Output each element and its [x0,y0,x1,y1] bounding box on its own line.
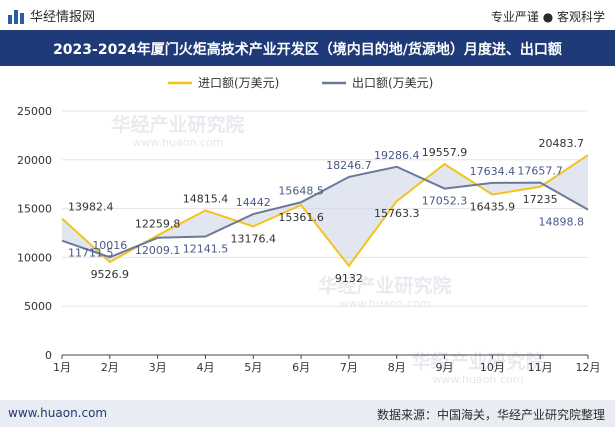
header-bar: 华经情报网 专业严谨 ● 客观科学 [0,0,615,30]
export-data-label: 17657.7 [517,165,563,178]
export-data-label: 12009.1 [135,244,181,257]
brand[interactable]: 华经情报网 [8,6,95,25]
y-tick-label: 20000 [17,154,52,167]
import-data-label: 15763.3 [374,207,420,220]
watermark-text: 华经产业研究院 [411,350,544,373]
import-data-label: 16435.9 [470,201,516,214]
axes: 0 5000 10000 15000 20000 25000 1月 2月 3月 4月 5月 6月 7月 8… [17,105,601,374]
x-tick-label: 12月 [576,361,601,374]
x-tick-label: 4月 [196,361,214,374]
import-data-label: 20483.7 [539,137,585,150]
x-tick-label: 8月 [388,361,406,374]
export-data-label: 14442 [236,196,271,209]
x-tick-label: 9月 [436,361,454,374]
difference-area [62,155,588,266]
export-data-label: 14898.8 [539,216,585,229]
x-tick-label: 6月 [292,361,310,374]
bar-chart-logo-icon [8,8,24,24]
import-data-label: 9132 [335,272,363,285]
export-data-label: 19286.4 [374,149,420,162]
y-tick-label: 15000 [17,203,52,216]
import-data-label: 15361.6 [278,211,324,224]
x-tick-label: 2月 [101,361,119,374]
import-data-label: 13176.4 [231,232,277,245]
footer-source: 数据来源：中国海关，华经产业研究院整理 [376,408,605,422]
legend-import-label: 进口额(万美元) [198,76,279,90]
watermark-url: www.huaon.com [133,136,224,149]
y-tick-label: 25000 [17,105,52,118]
import-data-label: 14815.4 [183,192,229,205]
export-data-label: 18246.7 [326,159,372,172]
chart: 进口额(万美元) 出口额(万美元) 华经产业研究院www.huaon.com华经产… [17,76,601,386]
import-data-label: 19557.9 [422,146,468,159]
y-tick-label: 0 [45,349,52,362]
brand-name: 华经情报网 [30,10,96,25]
footer-bar: www.huaon.com 数据来源：中国海关，华经产业研究院整理 [0,400,615,427]
x-tick-label: 10月 [480,361,505,374]
import-data-label: 13982.4 [68,201,114,214]
watermark-url: www.huaon.com [433,373,524,386]
import-data-label: 12259.8 [135,217,181,230]
tagline: 专业严谨 ● 客观科学 [490,10,605,24]
series-lines [61,154,589,268]
difference-fill [62,155,588,266]
y-tick-label: 5000 [24,300,52,313]
export-data-label: 17052.3 [422,195,468,208]
watermark-url: www.huaon.com [340,297,431,310]
legend-export-label: 出口额(万美元) [352,76,433,90]
export-series-line [61,165,589,259]
export-data-label: 12141.5 [183,242,229,255]
y-tick-label: 10000 [17,251,52,264]
import-data-label: 9526.9 [91,268,130,281]
x-tick-label: 3月 [149,361,167,374]
data-labels: 13982.411711.59526.91001612259.812009.11… [68,137,584,285]
import-data-label: 17235 [523,193,558,206]
chart-title: 2023-2024年厦门火炬高技术产业开发区（境内目的地/货源地）月度进、出口额 [53,42,562,58]
watermark-layer: 华经产业研究院www.huaon.com华经产业研究院www.huaon.com… [111,113,544,386]
import-series-line [61,154,589,268]
gridlines [62,110,588,307]
export-data-label: 10016 [92,239,127,252]
export-data-label: 15648.5 [278,184,324,197]
footer-website[interactable]: www.huaon.com [8,406,108,420]
watermark-text: 华经产业研究院 [318,274,451,297]
export-data-label: 17634.4 [470,165,516,178]
legend: 进口额(万美元) 出口额(万美元) [168,76,433,90]
watermark-text: 华经产业研究院 [111,113,244,136]
x-tick-label: 11月 [528,361,553,374]
x-tick-label: 1月 [53,361,71,374]
x-tick-label: 5月 [244,361,262,374]
x-tick-label: 7月 [340,361,358,374]
title-bar: 2023-2024年厦门火炬高技术产业开发区（境内目的地/货源地）月度进、出口额 [0,30,615,66]
export-data-label: 11711.5 [68,247,114,260]
